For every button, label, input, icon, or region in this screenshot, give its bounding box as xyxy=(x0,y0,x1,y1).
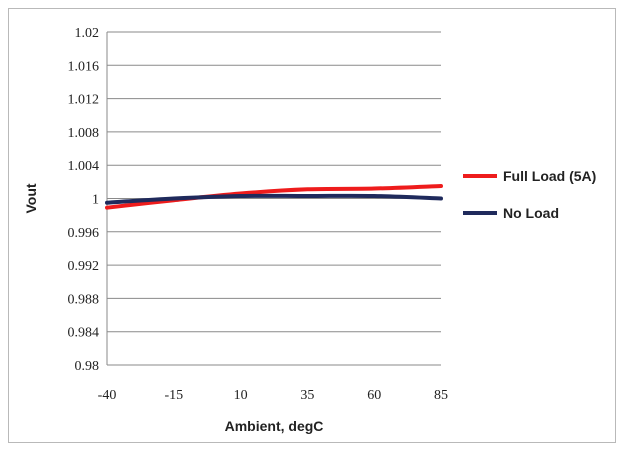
y-tick-label: 1 xyxy=(92,193,99,208)
legend: Full Load (5A) No Load xyxy=(463,168,596,221)
y-tick-label: 1.008 xyxy=(68,126,100,141)
x-tick-label: 35 xyxy=(300,388,314,403)
x-tick-label: 10 xyxy=(234,388,248,403)
x-axis-title: Ambient, degC xyxy=(225,418,324,434)
y-tick-label: 0.988 xyxy=(68,292,100,307)
x-tick-label: 60 xyxy=(367,388,381,403)
y-tick-label: 0.992 xyxy=(68,259,100,274)
y-tick-label: 1.02 xyxy=(75,26,100,41)
x-tick-label: 85 xyxy=(434,388,448,403)
legend-label: Full Load (5A) xyxy=(503,168,596,184)
y-tick-label: 1.012 xyxy=(68,93,100,108)
y-tick-label: 1.016 xyxy=(68,59,100,74)
x-tick-label: -40 xyxy=(98,388,117,403)
x-tick-label: -15 xyxy=(164,388,183,403)
chart-frame xyxy=(8,8,616,443)
y-tick-label: 1.004 xyxy=(68,159,100,174)
y-axis-title: Vout xyxy=(23,183,39,213)
series-line-no-load xyxy=(105,193,443,205)
y-tick-label: 0.996 xyxy=(68,226,100,241)
series-line-full-load xyxy=(105,184,443,210)
y-tick-label: 0.98 xyxy=(75,359,100,374)
legend-label: No Load xyxy=(503,205,559,221)
y-tick-label: 0.984 xyxy=(68,326,100,341)
